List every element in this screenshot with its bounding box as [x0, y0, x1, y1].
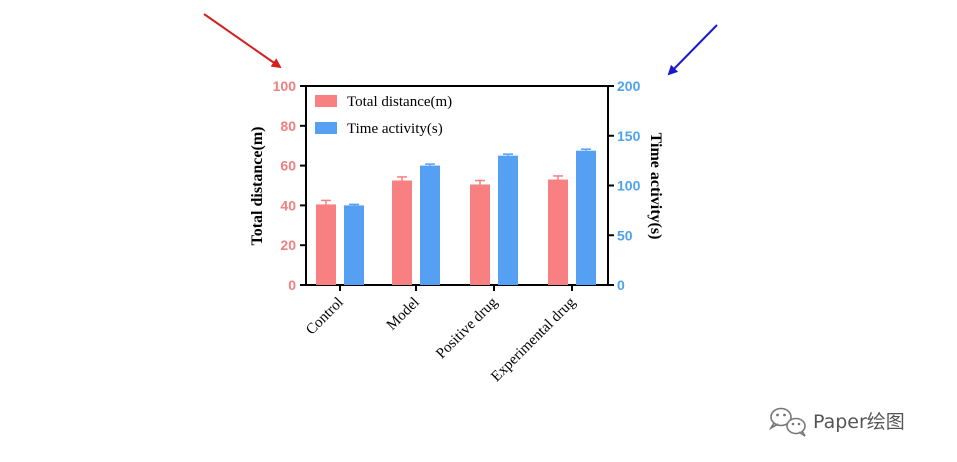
category-label-1: Model: [384, 295, 423, 334]
right-tick-label: 50: [617, 227, 633, 243]
bar-time-activity-3: [576, 150, 596, 285]
right-tick-label: 100: [617, 178, 641, 194]
legend-swatch-time-activity: [315, 122, 337, 134]
bar-total-distance-0: [316, 204, 336, 285]
bar-time-activity-2: [498, 155, 518, 285]
left-tick-label: 40: [280, 197, 296, 213]
legend-swatch-total-distance: [315, 95, 337, 107]
left-tick-label: 80: [280, 118, 296, 134]
wechat-icon: [768, 407, 806, 437]
blue-arrow-annotation: [667, 24, 718, 76]
bar-total-distance-1: [392, 180, 412, 285]
bar-time-activity-0: [344, 205, 364, 285]
legend: Total distance(m) Time activity(s): [315, 94, 452, 137]
right-axis-title: Time activity(s): [647, 133, 664, 240]
category-label-0: Control: [303, 295, 347, 339]
bar-total-distance-3: [548, 179, 568, 285]
category-label-3: Experimental drug: [488, 294, 579, 385]
error-bars-group: [321, 148, 591, 206]
bar-total-distance-2: [470, 184, 490, 285]
bar-time-activity-1: [420, 165, 440, 285]
legend-label-time-activity: Time activity(s): [347, 121, 443, 137]
red-arrow-annotation: [203, 13, 282, 69]
legend-label-total-distance: Total distance(m): [347, 94, 452, 110]
left-axis-title: Total distance(m): [249, 127, 266, 246]
right-tick-label: 200: [617, 78, 641, 94]
category-label-2: Positive drug: [433, 294, 501, 362]
right-tick-label: 0: [617, 277, 625, 293]
left-tick-label: 60: [280, 158, 296, 174]
left-tick-label: 0: [288, 277, 296, 293]
left-axis-ticks: 0 20 40 60 80 100: [273, 78, 306, 293]
left-tick-label: 20: [280, 237, 296, 253]
bars-group: [316, 150, 596, 285]
left-tick-label: 100: [273, 78, 297, 94]
right-tick-label: 150: [617, 128, 641, 144]
watermark-text: Paper绘图: [813, 411, 905, 433]
watermark: Paper绘图: [768, 407, 905, 437]
right-axis-ticks: 0 50 100 150 200: [608, 78, 641, 293]
